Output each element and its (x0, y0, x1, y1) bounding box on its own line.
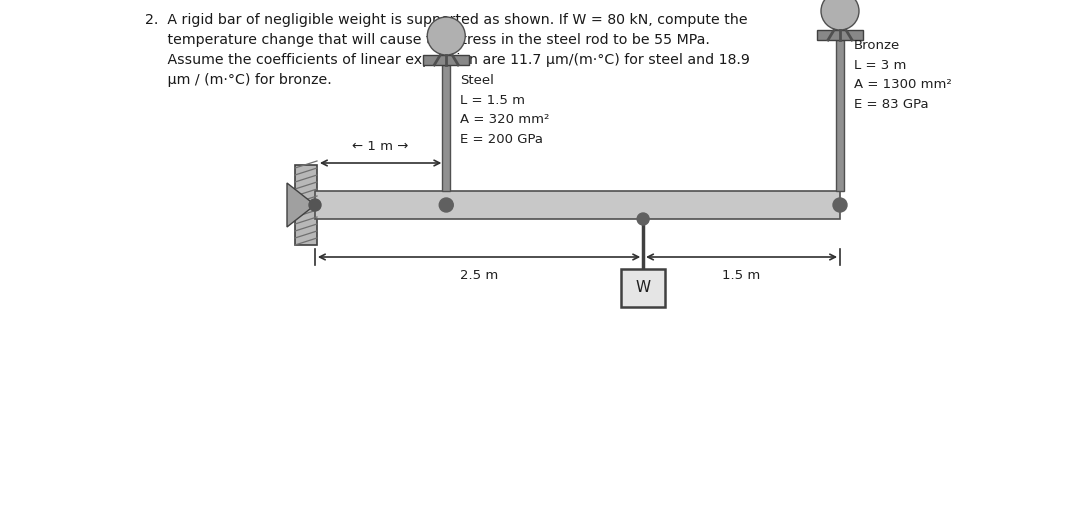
Text: 2.5 m: 2.5 m (460, 269, 498, 282)
Circle shape (309, 199, 321, 211)
Circle shape (428, 17, 465, 55)
Bar (816, 30, 863, 40)
Circle shape (833, 198, 847, 212)
Text: 2.  A rigid bar of negligible weight is supported as shown. If W = 80 kN, comput: 2. A rigid bar of negligible weight is s… (145, 13, 750, 87)
Text: ← 1 m →: ← 1 m → (352, 140, 409, 153)
Circle shape (440, 198, 454, 212)
Bar (836, 40, 843, 191)
Text: W: W (635, 280, 650, 295)
Circle shape (637, 213, 649, 225)
Bar (315, 191, 840, 219)
Text: 1.5 m: 1.5 m (723, 269, 760, 282)
Text: Bronze
L = 3 m
A = 1300 mm²
E = 83 GPa: Bronze L = 3 m A = 1300 mm² E = 83 GPa (854, 39, 951, 111)
Bar (423, 55, 469, 65)
Circle shape (821, 0, 859, 30)
Bar (442, 65, 450, 191)
Text: Steel
L = 1.5 m
A = 320 mm²
E = 200 GPa: Steel L = 1.5 m A = 320 mm² E = 200 GPa (460, 74, 550, 146)
Bar (295, 165, 318, 245)
Bar (621, 269, 665, 307)
Polygon shape (287, 183, 315, 227)
